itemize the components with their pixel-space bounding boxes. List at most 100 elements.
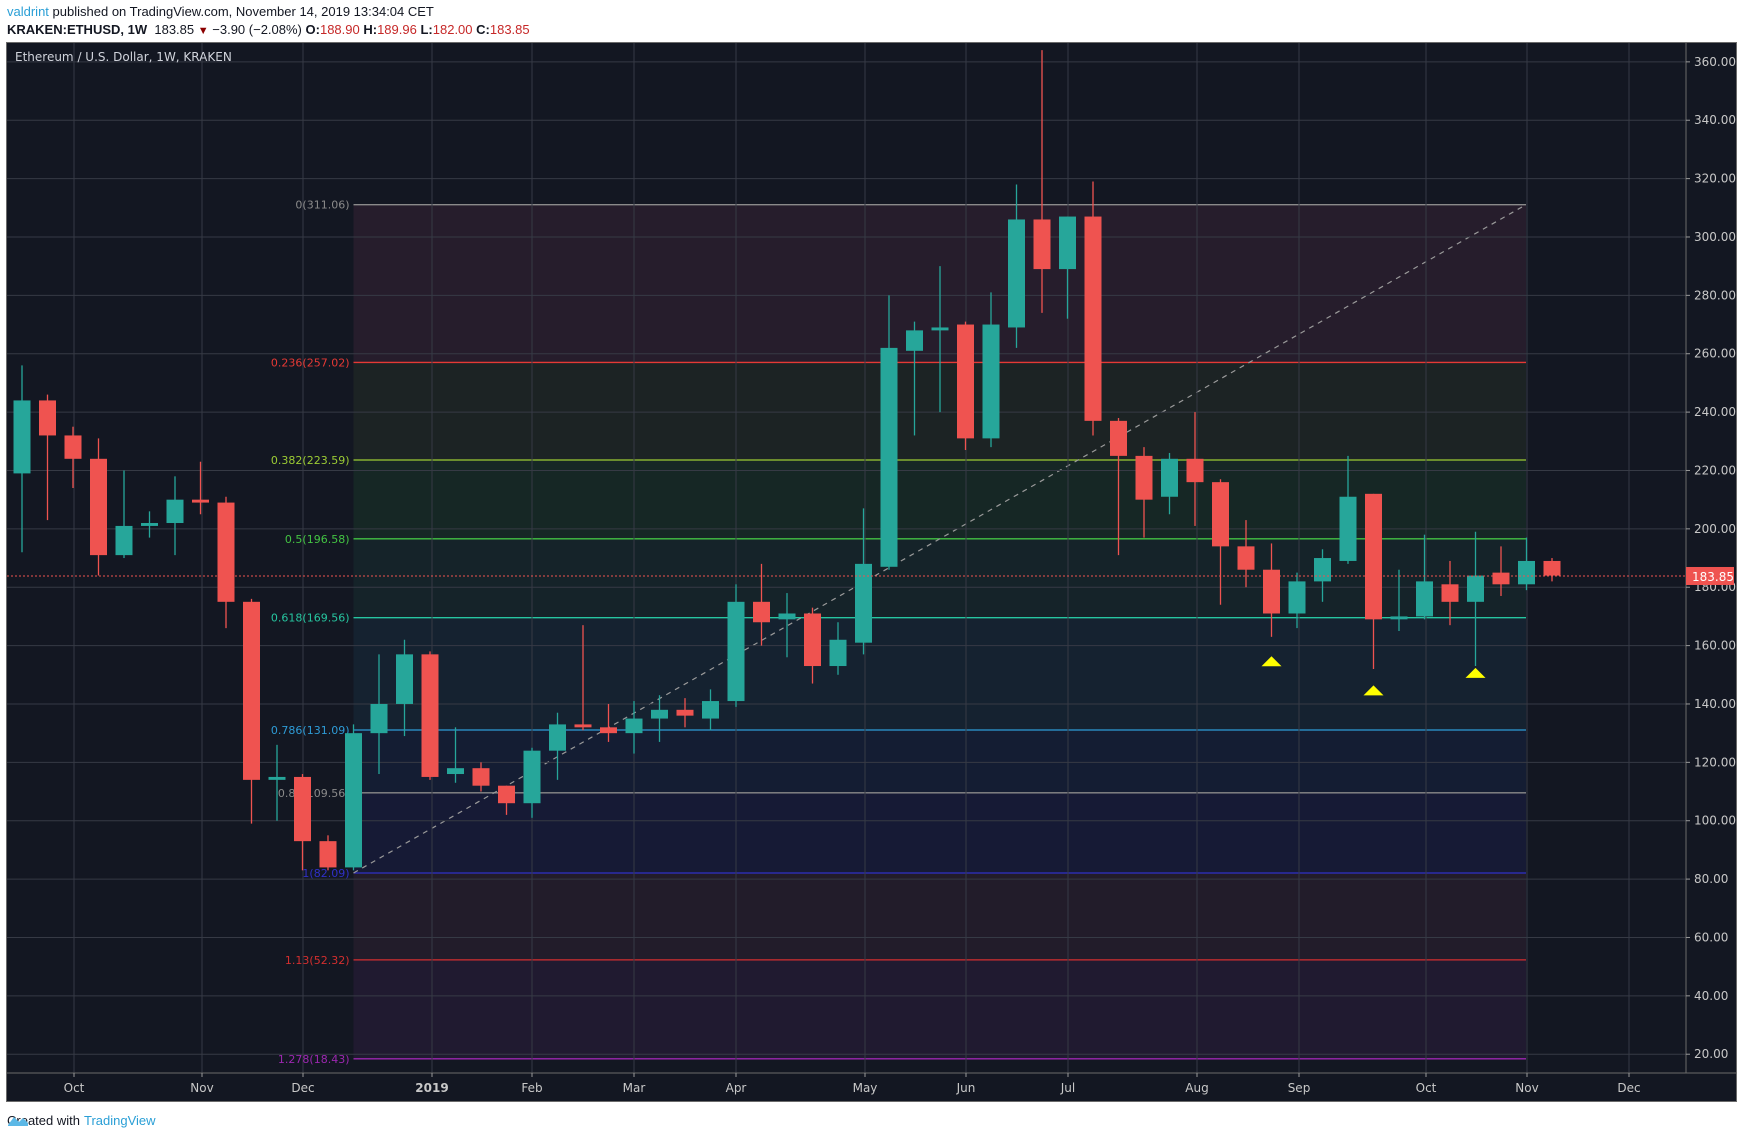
- candle: [600, 727, 617, 734]
- candle: [115, 525, 133, 556]
- candle: [753, 601, 770, 623]
- time-axis-label: Oct: [1416, 1081, 1437, 1095]
- publish-info: valdrint published on TradingView.com, N…: [7, 4, 434, 19]
- fib-level-label: 0.5(196.58): [285, 533, 350, 546]
- candle: [1339, 496, 1357, 561]
- price-change: −3.90 (−2.08%): [212, 22, 302, 37]
- candle: [829, 639, 847, 667]
- time-axis-label: Feb: [521, 1081, 542, 1095]
- price-axis-label: 80.00: [1694, 872, 1728, 886]
- time-axis-label: May: [853, 1081, 878, 1095]
- candle: [90, 458, 107, 556]
- fib-level-label: 1.13(52.32): [285, 954, 350, 967]
- candle: [1263, 569, 1280, 614]
- price-axis-label: 200.00: [1694, 522, 1736, 536]
- candle: [957, 324, 974, 439]
- candle: [498, 785, 515, 804]
- time-axis-label: Mar: [623, 1081, 646, 1095]
- chart-title: Ethereum / U.S. Dollar, 1W, KRAKEN: [15, 50, 232, 64]
- candle: [294, 776, 311, 842]
- symbol: KRAKEN:ETHUSD, 1W: [7, 22, 148, 37]
- candle: [166, 499, 184, 524]
- high-value: 189.96: [377, 22, 417, 37]
- candle: [243, 601, 260, 780]
- price-axis-label: 100.00: [1694, 814, 1736, 828]
- candle: [39, 400, 56, 436]
- author-link[interactable]: valdrint: [7, 4, 49, 19]
- open-value: 188.90: [319, 22, 360, 37]
- price-axis-label: 360.00: [1694, 55, 1736, 69]
- candle: [651, 709, 668, 719]
- fib-level-label: 0(311.06): [295, 199, 349, 212]
- fib-level-label: 0.382(223.59): [271, 454, 350, 467]
- candle: [447, 768, 464, 775]
- candle: [676, 709, 694, 716]
- candlestick-chart[interactable]: 0(311.06) 0.236(257.02) 0.382(223.59) 0.5(1…: [7, 43, 1736, 1101]
- candle: [1161, 458, 1178, 497]
- candle: [1314, 558, 1331, 582]
- candle: [421, 654, 439, 777]
- candle: [396, 654, 413, 704]
- candle: [370, 703, 388, 734]
- candle: [1416, 581, 1433, 617]
- tradingview-link[interactable]: TradingView: [83, 1113, 156, 1128]
- candle: [1492, 572, 1510, 585]
- candle: [1288, 581, 1306, 614]
- tradingview-logo-icon: [8, 1117, 28, 1126]
- candle: [319, 841, 337, 868]
- fib-level-label: 0.236(257.02): [271, 356, 350, 369]
- grid: [7, 43, 1686, 1073]
- candle: [906, 330, 923, 351]
- time-axis-label: Jun: [956, 1081, 976, 1095]
- time-axis-label: Aug: [1185, 1081, 1208, 1095]
- candle: [1084, 216, 1102, 421]
- candle: [855, 563, 872, 643]
- high-label: H:: [363, 22, 378, 37]
- fibonacci-retracement: [353, 204, 1527, 1060]
- candle: [702, 701, 719, 719]
- price-axis-label: 60.00: [1694, 930, 1728, 944]
- fib-level-label: 0.786(131.09): [271, 724, 350, 737]
- price-axis-label: 160.00: [1694, 639, 1736, 653]
- candles: [13, 50, 1561, 871]
- candle: [1518, 560, 1535, 585]
- time-axis-label: Oct: [64, 1081, 85, 1095]
- candle: [549, 724, 566, 751]
- price-axis-label: 280.00: [1694, 288, 1736, 302]
- candle: [982, 324, 1000, 439]
- time-axis-label: Nov: [190, 1081, 213, 1095]
- time-axis-label: Nov: [1515, 1081, 1538, 1095]
- price-axis-label: 220.00: [1694, 463, 1736, 477]
- price-axis-label: 40.00: [1694, 989, 1728, 1003]
- symbol-info: KRAKEN:ETHUSD, 1W 183.85 ▼ −3.90 (−2.08%…: [7, 22, 530, 37]
- price-axis-label: 120.00: [1694, 755, 1736, 769]
- candle: [472, 768, 490, 786]
- price-axis-label: 340.00: [1694, 113, 1736, 127]
- price-axis-label: 140.00: [1694, 697, 1736, 711]
- candle: [778, 613, 796, 620]
- candle: [1033, 219, 1051, 270]
- close-label: C:: [476, 22, 490, 37]
- candle: [880, 347, 898, 567]
- price-axis-label: 240.00: [1694, 405, 1736, 419]
- open-label: O:: [305, 22, 320, 37]
- fib-level-label: 1.278(18.43): [278, 1053, 350, 1066]
- time-axis-label: Dec: [1617, 1081, 1640, 1095]
- triangle-up-marker-icon: [1261, 656, 1282, 667]
- candle: [1237, 546, 1255, 570]
- candle: [192, 499, 209, 503]
- time-axis-label: Jul: [1060, 1081, 1075, 1095]
- candle: [217, 502, 235, 602]
- chart-canvas[interactable]: 0(311.06) 0.236(257.02) 0.382(223.59) 0.5(1…: [6, 42, 1737, 1102]
- candle: [1365, 493, 1382, 620]
- fib-level-label: 1(82.09): [302, 867, 349, 880]
- candle: [523, 750, 541, 804]
- time-axis-label: Sep: [1288, 1081, 1311, 1095]
- candle: [574, 724, 592, 728]
- candle: [1390, 616, 1408, 620]
- candle: [727, 601, 745, 702]
- candle: [1186, 458, 1204, 483]
- fib-level-label: 0.88(109.56): [278, 787, 350, 800]
- price-axis-label: 320.00: [1694, 172, 1736, 186]
- candle: [345, 733, 362, 868]
